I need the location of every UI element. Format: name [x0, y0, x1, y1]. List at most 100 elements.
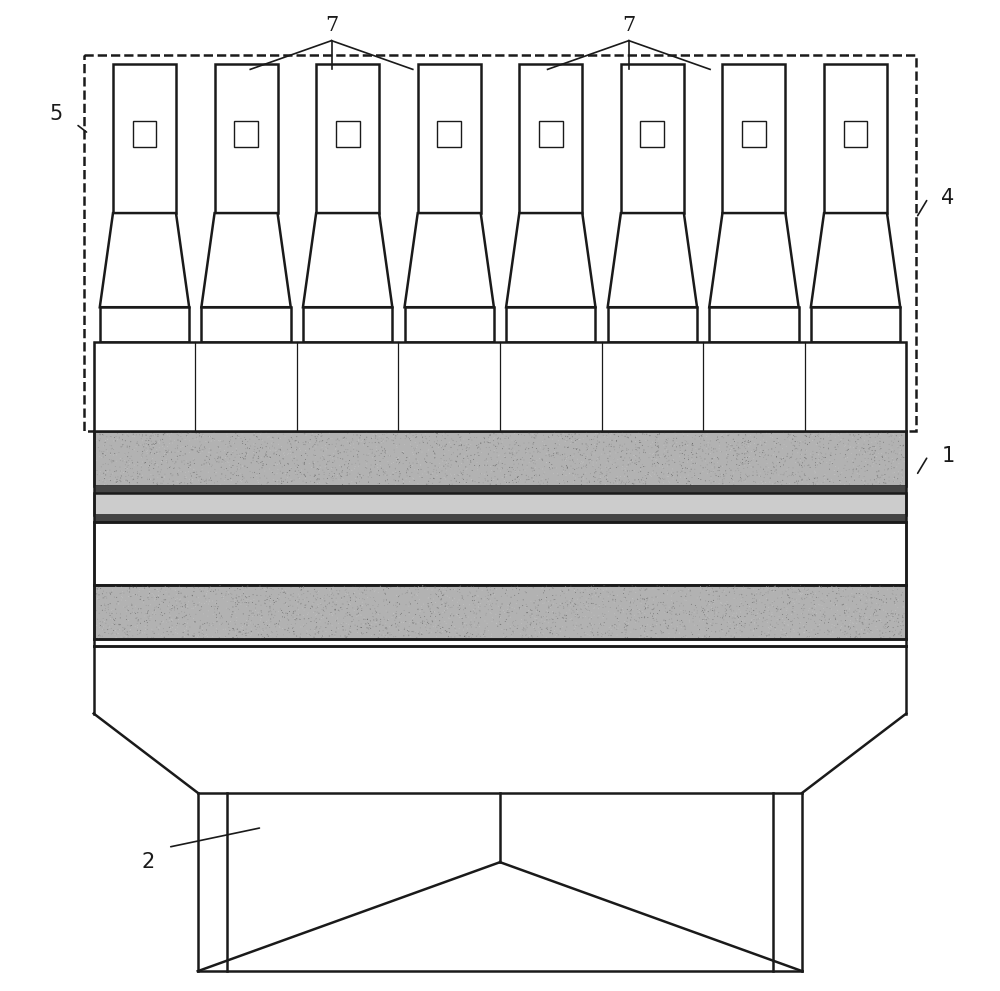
Point: [704, 617, 720, 633]
Point: [289, 597, 305, 612]
Point: [342, 466, 358, 482]
Point: [872, 433, 888, 449]
Point: [390, 579, 406, 595]
Point: [656, 586, 672, 602]
Point: [747, 588, 763, 604]
Point: [569, 461, 585, 477]
Point: [825, 581, 841, 597]
Point: [637, 582, 653, 598]
Point: [179, 618, 195, 634]
Point: [729, 618, 745, 634]
Point: [293, 582, 309, 598]
Point: [837, 437, 853, 453]
Point: [518, 446, 534, 462]
Point: [99, 590, 115, 606]
Point: [532, 477, 548, 493]
Point: [89, 617, 105, 633]
Point: [321, 613, 337, 629]
Point: [783, 613, 799, 629]
Point: [97, 470, 113, 486]
Point: [856, 582, 872, 598]
Point: [627, 621, 643, 637]
Point: [697, 606, 713, 621]
Point: [825, 584, 841, 600]
Point: [109, 447, 125, 463]
Point: [194, 620, 210, 636]
Point: [726, 610, 742, 626]
Point: [599, 464, 615, 480]
Point: [731, 609, 747, 625]
Point: [533, 609, 549, 625]
Point: [748, 443, 764, 459]
Point: [633, 604, 649, 619]
Point: [118, 611, 134, 627]
Point: [616, 584, 632, 600]
Point: [298, 434, 314, 450]
Point: [594, 628, 610, 644]
Point: [237, 444, 253, 460]
Point: [340, 597, 356, 612]
Point: [94, 598, 110, 613]
Point: [356, 436, 372, 452]
Point: [735, 613, 751, 629]
Point: [867, 606, 883, 622]
Point: [295, 473, 311, 489]
Point: [641, 428, 657, 444]
Point: [743, 433, 759, 449]
Point: [770, 474, 786, 490]
Point: [92, 464, 108, 480]
Point: [464, 463, 480, 479]
Point: [269, 457, 285, 473]
Point: [521, 455, 537, 471]
Point: [310, 471, 326, 487]
Point: [290, 606, 306, 622]
Point: [258, 425, 274, 441]
Point: [561, 466, 577, 482]
Point: [370, 606, 386, 622]
Point: [806, 592, 822, 607]
Point: [618, 617, 634, 633]
Point: [233, 624, 249, 640]
Point: [185, 465, 201, 481]
Point: [426, 434, 442, 450]
Point: [839, 628, 855, 644]
Point: [253, 609, 269, 625]
Point: [615, 604, 631, 619]
Point: [196, 474, 212, 490]
Point: [581, 473, 597, 489]
Point: [549, 445, 565, 461]
Point: [191, 425, 207, 441]
Point: [130, 466, 146, 482]
Point: [877, 462, 893, 478]
Point: [494, 596, 510, 611]
Point: [531, 624, 547, 640]
Point: [857, 477, 873, 493]
Point: [721, 600, 737, 615]
Point: [852, 430, 868, 446]
Point: [170, 610, 186, 626]
Point: [447, 471, 463, 487]
Point: [219, 594, 235, 609]
Point: [271, 592, 287, 607]
Point: [577, 608, 593, 624]
Point: [225, 591, 241, 606]
Point: [348, 475, 364, 491]
Point: [438, 469, 454, 485]
Point: [189, 464, 205, 480]
Point: [479, 615, 495, 631]
Point: [292, 443, 308, 459]
Point: [563, 458, 579, 474]
Point: [585, 621, 601, 637]
Point: [792, 451, 808, 467]
Point: [367, 593, 383, 608]
Point: [850, 601, 866, 616]
Point: [234, 626, 250, 642]
Point: [819, 600, 835, 615]
Point: [271, 436, 287, 452]
Point: [329, 619, 345, 635]
Point: [191, 469, 207, 485]
Point: [758, 600, 774, 615]
Point: [648, 608, 664, 624]
Point: [572, 432, 588, 448]
Point: [456, 592, 472, 607]
